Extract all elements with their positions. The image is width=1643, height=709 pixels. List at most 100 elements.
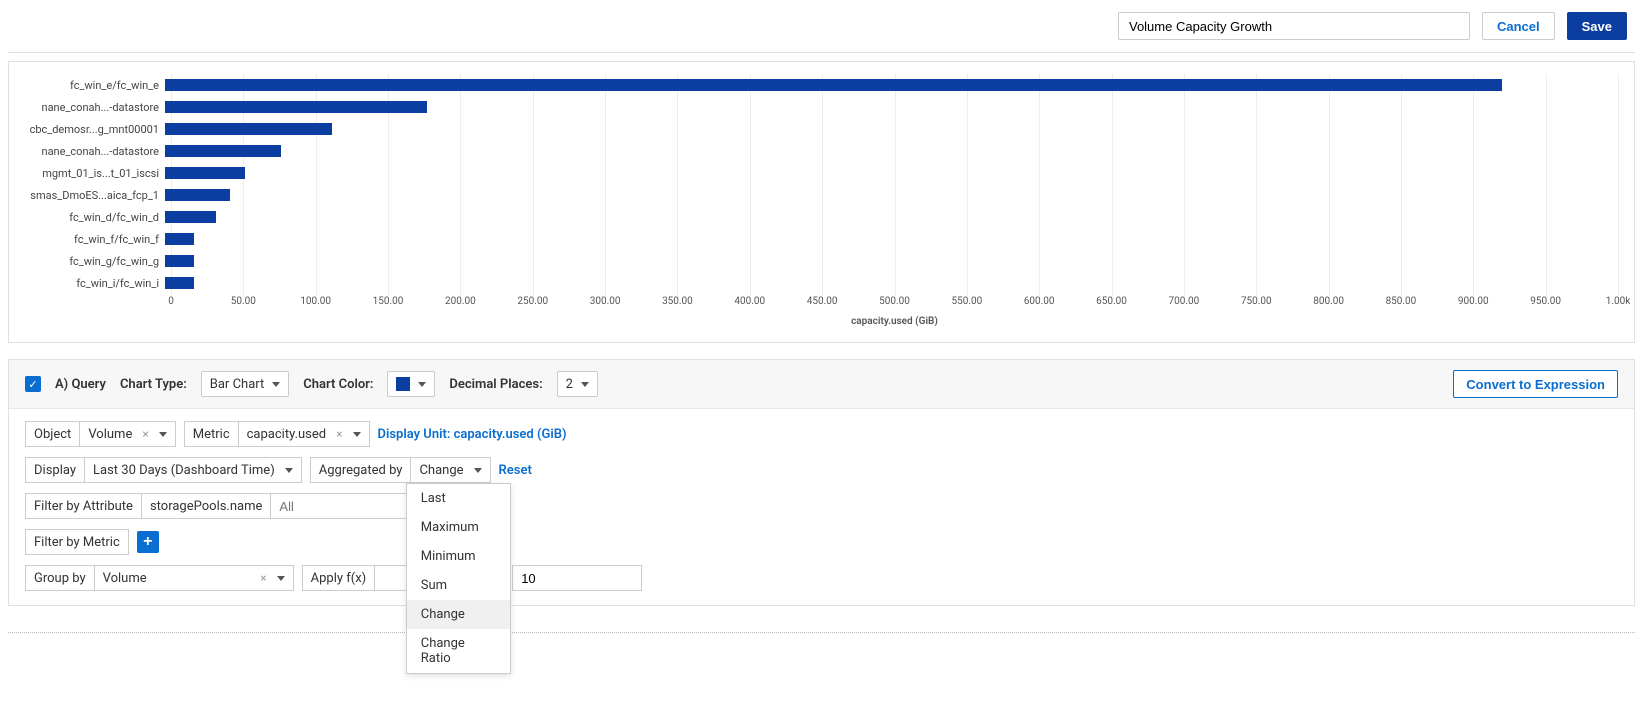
chevron-down-icon	[418, 382, 426, 387]
group-by-select[interactable]: Volume ×	[94, 565, 294, 591]
query-body: Object Volume × Metric capacity.used × D…	[9, 409, 1634, 605]
chevron-down-icon	[272, 382, 280, 387]
aggregated-by-select[interactable]: Change	[410, 457, 490, 483]
aggregated-by-dropdown: LastMaximumMinimumSumChangeChange Ratio	[406, 483, 511, 674]
bar[interactable]	[165, 123, 332, 135]
widget-title-input[interactable]	[1118, 12, 1470, 40]
chevron-down-icon	[581, 382, 589, 387]
x-tick-label: 450.00	[807, 296, 838, 307]
query-panel: ✓ A) Query Chart Type: Bar Chart Chart C…	[8, 359, 1635, 606]
chart-row: cbc_demosr...g_mnt00001	[25, 118, 1618, 140]
bar-chart: fc_win_e/fc_win_e nane_conah...-datastore…	[25, 74, 1618, 334]
dropdown-item[interactable]: Change	[407, 600, 510, 629]
group-by-value: Volume	[103, 571, 147, 586]
aggregated-by-label: Aggregated by	[310, 457, 411, 483]
group-by-label: Group by	[25, 565, 94, 591]
display-label: Display	[25, 457, 84, 483]
category-label: smas_DmoES...aica_fcp_1	[25, 189, 165, 202]
x-tick-label: 200.00	[445, 296, 476, 307]
decimal-places-select[interactable]: 2	[557, 371, 598, 397]
top-bar: Cancel Save	[8, 8, 1635, 53]
object-select[interactable]: Volume ×	[79, 421, 175, 447]
query-name-label: A) Query	[55, 377, 106, 392]
decimal-places-label: Decimal Places:	[449, 377, 542, 392]
bar[interactable]	[165, 189, 230, 201]
chart-panel: fc_win_e/fc_win_e nane_conah...-datastore…	[8, 61, 1635, 343]
bar[interactable]	[165, 233, 194, 245]
x-tick-label: 550.00	[951, 296, 982, 307]
x-tick-label: 150.00	[373, 296, 404, 307]
reset-link[interactable]: Reset	[499, 463, 532, 478]
category-label: fc_win_d/fc_win_d	[25, 211, 165, 224]
display-unit-link[interactable]: Display Unit: capacity.used (GiB)	[378, 427, 567, 442]
category-label: cbc_demosr...g_mnt00001	[25, 123, 165, 136]
dropdown-item[interactable]: Maximum	[407, 513, 510, 542]
chart-row: mgmt_01_is...t_01_iscsi	[25, 162, 1618, 184]
bar[interactable]	[165, 167, 245, 179]
x-tick-label: 1.00k	[1606, 296, 1631, 307]
clear-icon[interactable]: ×	[336, 427, 342, 441]
x-tick-label: 700.00	[1169, 296, 1200, 307]
decimal-places-value: 2	[566, 377, 573, 392]
dropdown-item[interactable]: Change Ratio	[407, 629, 510, 673]
filter-attr-field-value: storagePools.name	[150, 499, 262, 514]
display-select[interactable]: Last 30 Days (Dashboard Time)	[84, 457, 302, 483]
apply-fx-label: Apply f(x)	[302, 565, 375, 591]
dropdown-item[interactable]: Last	[407, 484, 510, 513]
x-tick-label: 900.00	[1458, 296, 1489, 307]
filter-by-attribute-label: Filter by Attribute	[25, 493, 141, 519]
clear-icon[interactable]: ×	[260, 571, 266, 585]
display-value: Last 30 Days (Dashboard Time)	[93, 463, 275, 478]
apply-fx-number-input[interactable]	[512, 565, 642, 591]
dropdown-item[interactable]: Minimum	[407, 542, 510, 571]
chart-row: fc_win_d/fc_win_d	[25, 206, 1618, 228]
bar[interactable]	[165, 145, 281, 157]
metric-select[interactable]: capacity.used ×	[238, 421, 370, 447]
chart-row: nane_conah...-datastore	[25, 96, 1618, 118]
x-axis-label: capacity.used (GiB)	[171, 314, 1618, 327]
bar[interactable]	[165, 255, 194, 267]
chart-row: fc_win_e/fc_win_e	[25, 74, 1618, 96]
x-tick-label: 750.00	[1241, 296, 1272, 307]
category-label: fc_win_f/fc_win_f	[25, 233, 165, 246]
x-tick-label: 100.00	[300, 296, 331, 307]
chart-row: fc_win_f/fc_win_f	[25, 228, 1618, 250]
query-header: ✓ A) Query Chart Type: Bar Chart Chart C…	[9, 360, 1634, 409]
x-tick-label: 950.00	[1530, 296, 1561, 307]
x-tick-label: 500.00	[879, 296, 910, 307]
filter-attr-field-name[interactable]: storagePools.name	[141, 493, 270, 519]
category-label: mgmt_01_is...t_01_iscsi	[25, 167, 165, 180]
save-button[interactable]: Save	[1567, 12, 1627, 40]
chart-color-label: Chart Color:	[303, 377, 373, 392]
chevron-down-icon	[353, 432, 361, 437]
clear-icon[interactable]: ×	[142, 427, 148, 441]
bar[interactable]	[165, 79, 1502, 91]
dropdown-item[interactable]: Sum	[407, 571, 510, 600]
chevron-down-icon	[277, 576, 285, 581]
x-tick-label: 250.00	[517, 296, 548, 307]
bar[interactable]	[165, 101, 427, 113]
query-enabled-checkbox[interactable]: ✓	[25, 376, 41, 392]
aggregated-by-value: Change	[419, 463, 463, 478]
cancel-button[interactable]: Cancel	[1482, 12, 1555, 40]
chart-color-select[interactable]	[387, 371, 435, 397]
category-label: nane_conah...-datastore	[25, 101, 165, 114]
convert-to-expression-button[interactable]: Convert to Expression	[1453, 370, 1618, 398]
chart-row: smas_DmoES...aica_fcp_1	[25, 184, 1618, 206]
x-tick-label: 300.00	[590, 296, 621, 307]
bar[interactable]	[165, 211, 216, 223]
chart-type-select[interactable]: Bar Chart	[201, 371, 289, 397]
x-tick-label: 400.00	[734, 296, 765, 307]
chart-type-label: Chart Type:	[120, 377, 187, 392]
bar[interactable]	[165, 277, 194, 289]
object-value: Volume	[88, 427, 132, 442]
color-swatch	[396, 377, 410, 391]
metric-label: Metric	[184, 421, 238, 447]
chart-type-value: Bar Chart	[210, 377, 264, 392]
category-label: fc_win_i/fc_win_i	[25, 277, 165, 290]
x-tick-label: 850.00	[1386, 296, 1417, 307]
x-tick-label: 350.00	[662, 296, 693, 307]
x-tick-label: 50.00	[231, 296, 256, 307]
x-tick-label: 800.00	[1313, 296, 1344, 307]
add-filter-metric-button[interactable]: +	[137, 531, 159, 553]
